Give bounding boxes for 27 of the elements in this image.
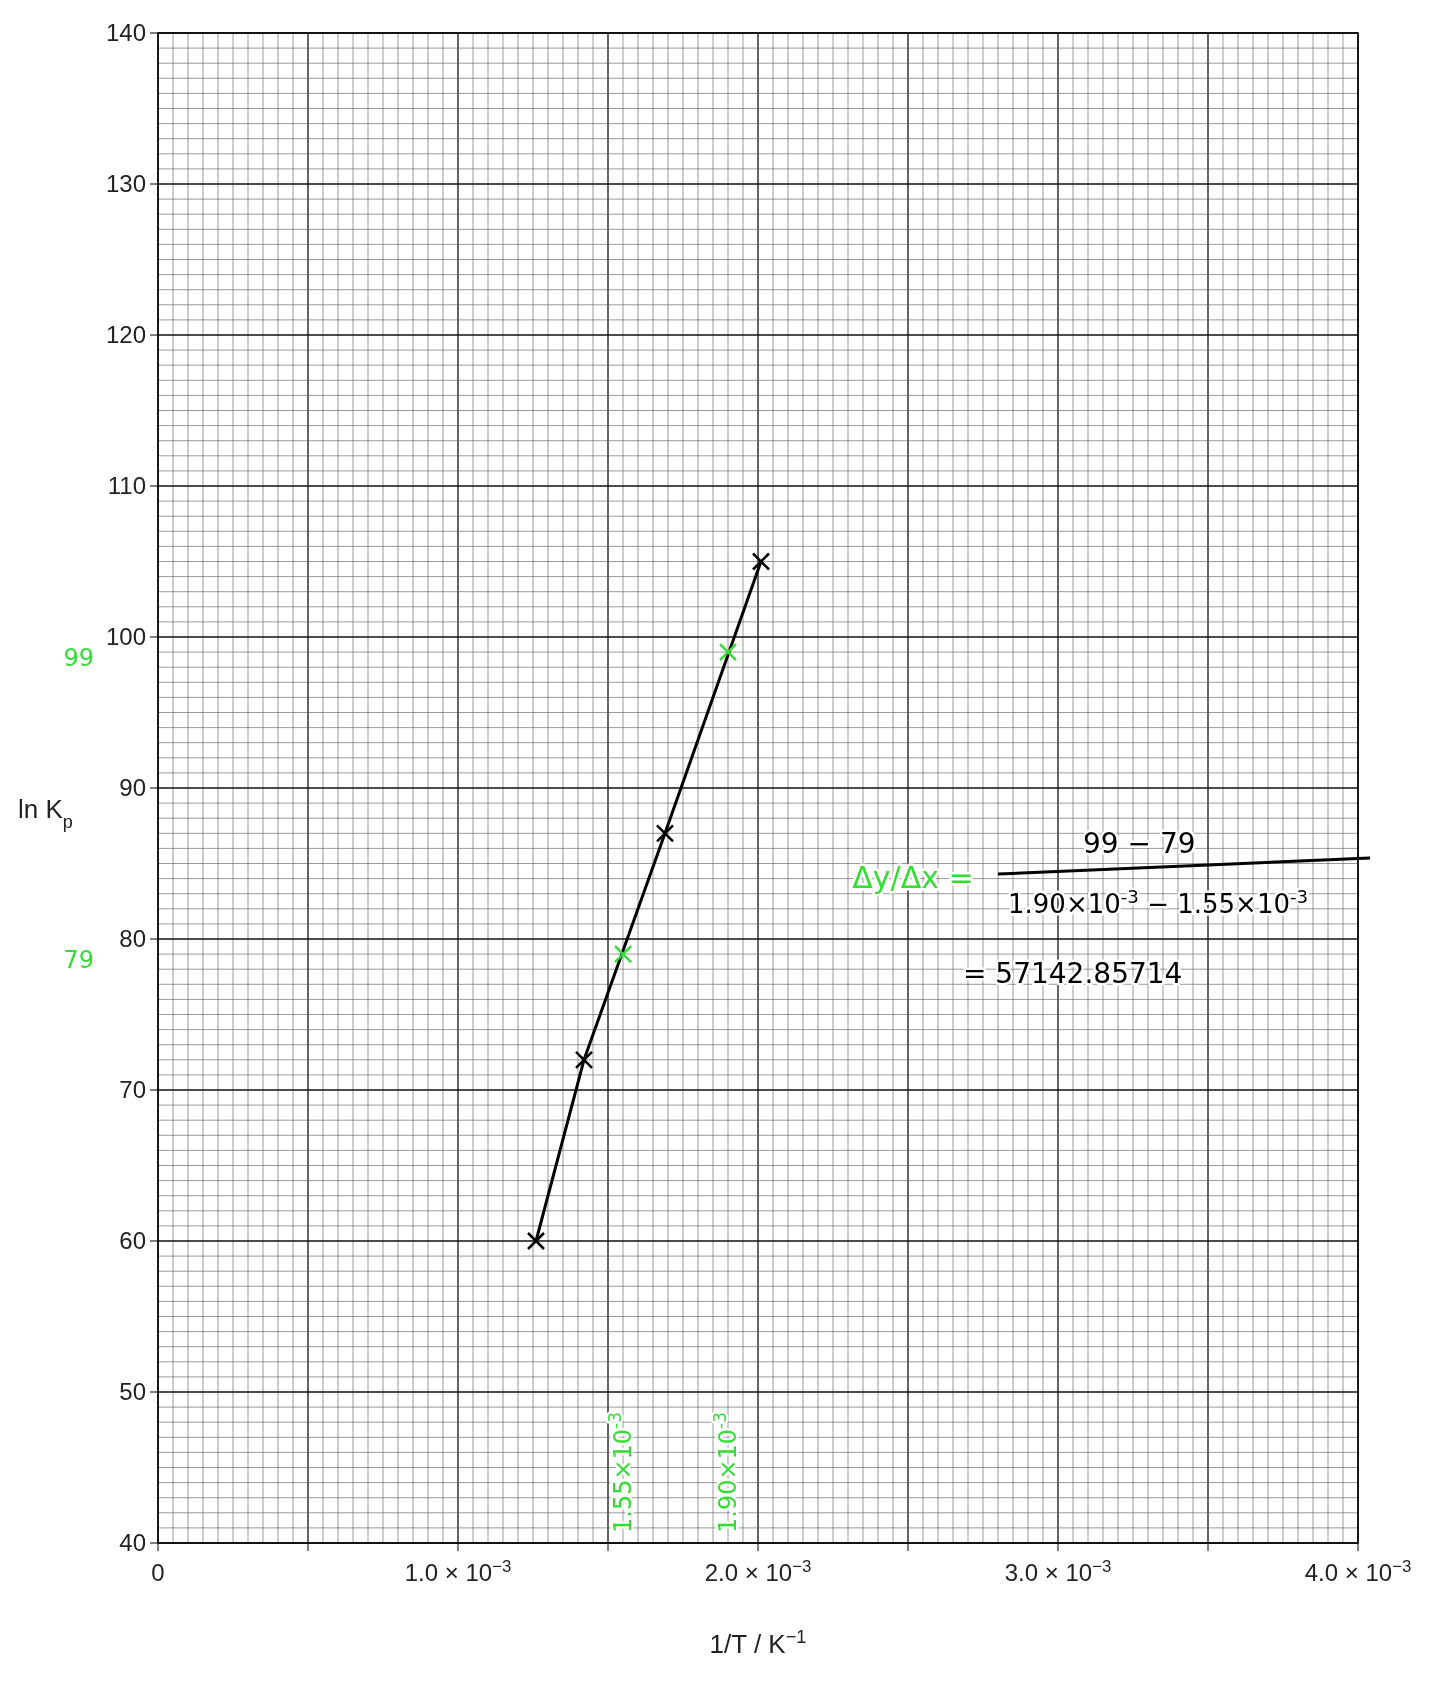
y-tick-label: 110 <box>107 472 146 499</box>
y-tick-label: 40 <box>119 1529 146 1556</box>
x-tick-label: 1.0 × 10$^{−3}$ <box>404 1556 512 1586</box>
y-tick-label: 90 <box>119 774 146 801</box>
y-tick-label: 50 <box>119 1378 146 1405</box>
x-tick-label: 4.0 × 10$^{−3}$ <box>1304 1556 1412 1586</box>
text: 79 <box>63 946 94 975</box>
y-tick-label: 120 <box>105 321 146 348</box>
point <box>718 642 738 662</box>
text: 99 <box>63 644 94 673</box>
y-tick-label: 140 <box>105 19 146 46</box>
y-tick-label: 70 <box>119 1076 146 1103</box>
y-axis-title: ln K$_{p}$ <box>18 794 73 832</box>
annotation: 99 − 79 <box>1083 827 1196 860</box>
x-tick-label: 0 <box>151 1559 165 1586</box>
x-axis-title: 1/T / K$^{−1}$ <box>709 1627 807 1659</box>
point <box>613 944 633 964</box>
point <box>751 552 771 571</box>
y-tick-label: 130 <box>105 170 146 197</box>
y-tick-label: 100 <box>105 623 146 650</box>
y-tick-label: 80 <box>119 925 146 952</box>
point <box>655 824 675 843</box>
point <box>526 1231 546 1251</box>
x-tick-label: 3.0 × 10$^{−3}$ <box>1004 1556 1112 1586</box>
x-tick-label: 2.0 × 10$^{−3}$ <box>704 1556 812 1586</box>
point <box>574 1050 594 1070</box>
y-tick-label: 60 <box>119 1227 146 1254</box>
